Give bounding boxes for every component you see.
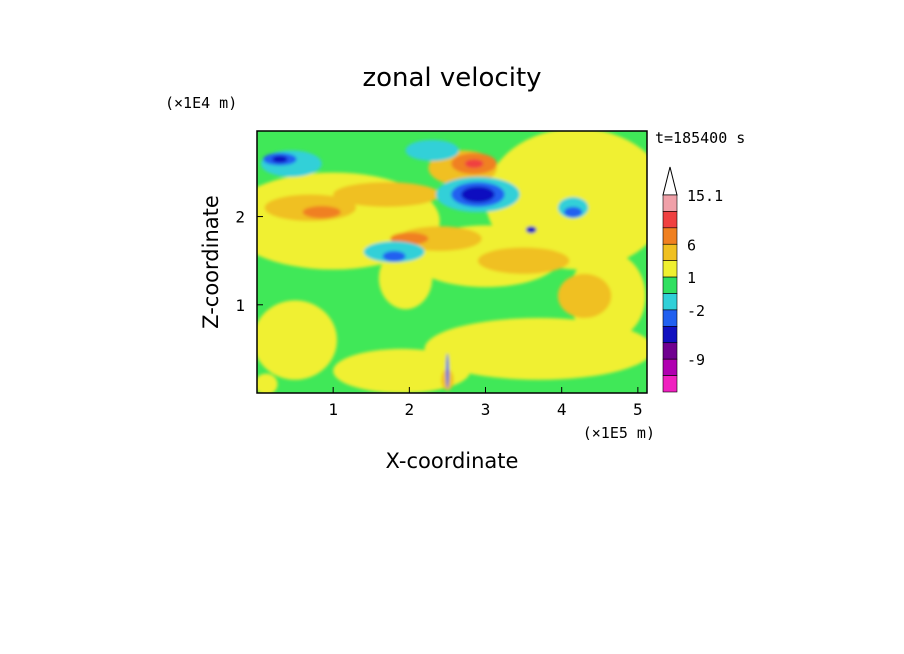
- colorbar-level-9: [662, 342, 678, 360]
- plot-frame: [256, 130, 648, 394]
- y-axis-ticks: 12: [235, 208, 263, 315]
- colorbar-level-3: [662, 243, 678, 261]
- colorbar-level-4: [662, 260, 678, 278]
- colorbar-level-8: [662, 326, 678, 344]
- colorbar-level-10: [662, 358, 678, 376]
- contour-region-17: [464, 159, 484, 169]
- contour-region-27: [461, 186, 495, 203]
- contour-region-26: [563, 206, 583, 218]
- contour-region-11: [477, 247, 570, 274]
- colorbar-label-1: 6: [687, 236, 696, 254]
- contour-region-29: [525, 226, 537, 234]
- x-axis-ticks: 1 2 3 4 5: [328, 387, 643, 419]
- contour-region-30: [257, 373, 278, 393]
- colorbar-level-6: [662, 293, 678, 311]
- colorbar-level-1: [662, 211, 678, 229]
- colorbar-label-3: -2: [687, 302, 705, 320]
- contour-region-22: [405, 139, 459, 161]
- contour-region-10: [397, 226, 482, 251]
- colorbar-level-2: [662, 227, 678, 245]
- x-tick-label-0: 1: [328, 400, 338, 419]
- colorbar-level-0: [662, 194, 678, 212]
- x-tick-label-4: 5: [633, 400, 643, 419]
- y-scale-label: (×1E4 m): [165, 94, 237, 112]
- colorbar-label-2: 1: [687, 269, 696, 287]
- contour-region-6: [378, 247, 433, 310]
- colorbar-level-11: [662, 375, 678, 393]
- contour-regions: [257, 131, 647, 393]
- contour-region-2: [257, 300, 337, 380]
- x-scale-label: (×1E5 m): [583, 424, 655, 442]
- colorbar-level-5: [662, 276, 678, 294]
- y-tick-label-1: 2: [235, 208, 245, 227]
- y-axis-title: Z-coordinate: [199, 195, 223, 329]
- contour-region-9: [333, 182, 440, 207]
- time-label: t=185400 s: [655, 129, 745, 147]
- x-tick-label-3: 4: [557, 400, 567, 419]
- colorbar-label-4: -9: [687, 351, 705, 369]
- colorbar-max-cap: [662, 166, 678, 196]
- y-tick-label-0: 1: [235, 296, 245, 315]
- contour-region-12: [557, 273, 612, 319]
- plot-area: [257, 131, 647, 393]
- x-axis-title: X-coordinate: [386, 449, 519, 473]
- contour-region-28: [272, 155, 288, 163]
- x-tick-label-1: 2: [405, 400, 415, 419]
- contour-region-25: [382, 250, 406, 262]
- x-tick-label-2: 3: [481, 400, 491, 419]
- colorbar-label-0: 15.1: [687, 187, 723, 205]
- colorbar-level-7: [662, 309, 678, 327]
- chart-title: zonal velocity: [362, 63, 541, 93]
- contour-region-15: [302, 205, 341, 219]
- contour-region-4: [333, 348, 471, 393]
- contour-region-32: [445, 353, 449, 389]
- colorbar: 15.1 6 1 -2 -9: [662, 166, 723, 393]
